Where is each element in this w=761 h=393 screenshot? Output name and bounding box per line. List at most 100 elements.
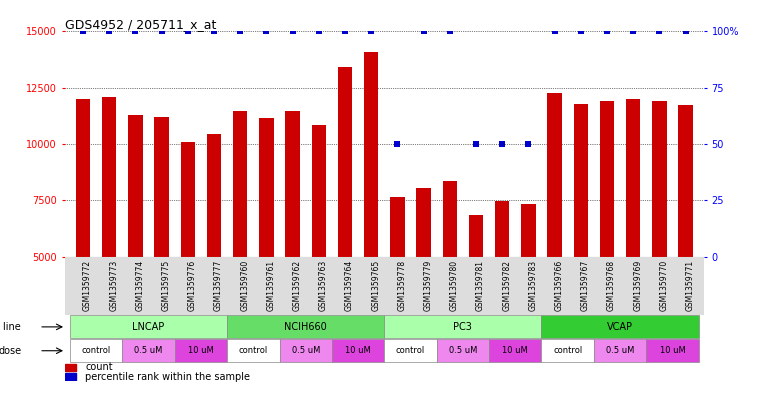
Bar xyxy=(678,105,693,369)
Bar xyxy=(65,364,76,371)
Text: percentile rank within the sample: percentile rank within the sample xyxy=(85,371,250,382)
Point xyxy=(627,28,639,35)
Text: GSM1359764: GSM1359764 xyxy=(345,260,354,311)
Point xyxy=(601,28,613,35)
Point xyxy=(653,28,665,35)
Bar xyxy=(443,181,457,369)
Bar xyxy=(600,101,614,369)
Bar xyxy=(70,339,123,362)
Point xyxy=(549,28,561,35)
Point xyxy=(391,141,403,147)
Text: control: control xyxy=(553,346,582,355)
Text: VCAP: VCAP xyxy=(607,322,633,332)
Point xyxy=(313,28,325,35)
Point xyxy=(680,28,692,35)
Bar xyxy=(542,316,699,338)
Bar xyxy=(123,339,175,362)
Point xyxy=(418,28,430,35)
Point xyxy=(522,141,534,147)
Bar xyxy=(547,94,562,369)
Text: GSM1359772: GSM1359772 xyxy=(83,260,92,311)
Text: GSM1359760: GSM1359760 xyxy=(240,260,249,311)
Text: GSM1359767: GSM1359767 xyxy=(581,260,590,311)
Text: GSM1359761: GSM1359761 xyxy=(266,260,275,311)
Text: PC3: PC3 xyxy=(454,322,473,332)
Bar xyxy=(652,101,667,369)
Text: GSM1359781: GSM1359781 xyxy=(476,260,485,310)
Point xyxy=(129,28,142,35)
Text: GSM1359774: GSM1359774 xyxy=(135,260,145,311)
Bar xyxy=(180,142,195,369)
Point xyxy=(260,28,272,35)
Point xyxy=(103,28,116,35)
Point xyxy=(444,28,456,35)
Text: GSM1359775: GSM1359775 xyxy=(161,260,170,311)
Text: 10 uM: 10 uM xyxy=(502,346,528,355)
Bar xyxy=(207,134,221,369)
Text: cell line: cell line xyxy=(0,322,21,332)
Text: GSM1359765: GSM1359765 xyxy=(371,260,380,311)
Point xyxy=(496,141,508,147)
Text: 10 uM: 10 uM xyxy=(188,346,214,355)
Text: control: control xyxy=(396,346,425,355)
Bar xyxy=(338,68,352,369)
Bar xyxy=(469,215,483,369)
Bar xyxy=(65,373,76,380)
Bar xyxy=(260,118,274,369)
Text: GSM1359766: GSM1359766 xyxy=(555,260,564,311)
Bar xyxy=(311,125,326,369)
Text: GSM1359778: GSM1359778 xyxy=(397,260,406,311)
Text: LNCAP: LNCAP xyxy=(132,322,164,332)
Bar xyxy=(154,117,169,369)
Point xyxy=(208,28,220,35)
Text: GSM1359776: GSM1359776 xyxy=(188,260,197,311)
Bar xyxy=(390,197,405,369)
Bar xyxy=(416,188,431,369)
Text: GSM1359782: GSM1359782 xyxy=(502,260,511,310)
Text: GSM1359779: GSM1359779 xyxy=(424,260,432,311)
Text: GSM1359771: GSM1359771 xyxy=(686,260,695,311)
Bar xyxy=(646,339,699,362)
Text: GSM1359769: GSM1359769 xyxy=(633,260,642,311)
Text: 0.5 uM: 0.5 uM xyxy=(449,346,477,355)
Point xyxy=(155,28,167,35)
Bar xyxy=(279,339,332,362)
Bar xyxy=(227,339,279,362)
Text: 0.5 uM: 0.5 uM xyxy=(606,346,634,355)
Bar xyxy=(542,339,594,362)
Text: dose: dose xyxy=(0,346,21,356)
Text: 0.5 uM: 0.5 uM xyxy=(291,346,320,355)
Text: GSM1359763: GSM1359763 xyxy=(319,260,328,311)
Point xyxy=(182,28,194,35)
Text: GSM1359762: GSM1359762 xyxy=(293,260,301,311)
Bar xyxy=(175,339,227,362)
Text: 0.5 uM: 0.5 uM xyxy=(135,346,163,355)
Bar xyxy=(332,339,384,362)
Text: GSM1359777: GSM1359777 xyxy=(214,260,223,311)
Text: control: control xyxy=(81,346,111,355)
Point xyxy=(575,28,587,35)
Text: GSM1359773: GSM1359773 xyxy=(110,260,118,311)
Bar xyxy=(364,52,378,369)
Bar xyxy=(437,339,489,362)
Text: GSM1359770: GSM1359770 xyxy=(659,260,668,311)
Bar xyxy=(384,316,542,338)
Bar xyxy=(495,202,509,369)
Point xyxy=(470,141,482,147)
Point xyxy=(287,28,299,35)
Bar xyxy=(626,99,641,369)
Bar xyxy=(227,316,384,338)
Bar xyxy=(102,97,116,369)
Bar xyxy=(285,111,300,369)
Point xyxy=(234,28,247,35)
Point xyxy=(339,28,351,35)
Bar xyxy=(233,111,247,369)
Bar xyxy=(128,115,142,369)
Text: count: count xyxy=(85,362,113,372)
Bar xyxy=(70,316,227,338)
Bar xyxy=(76,99,91,369)
Point xyxy=(77,28,89,35)
Text: GSM1359768: GSM1359768 xyxy=(607,260,616,311)
Bar xyxy=(521,204,536,369)
Text: 10 uM: 10 uM xyxy=(660,346,686,355)
